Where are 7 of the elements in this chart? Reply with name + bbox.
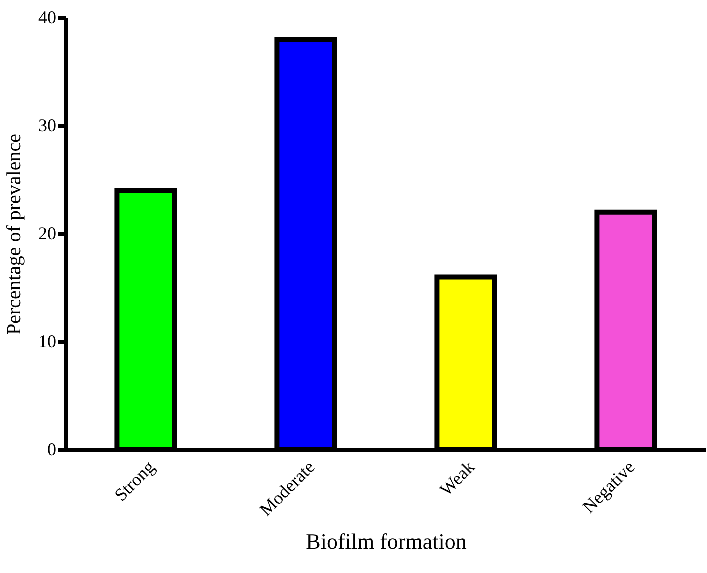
y-tick-label: 10	[38, 332, 56, 352]
y-axis-title: Percentage of prevalence	[4, 134, 26, 335]
y-tick-label: 30	[38, 116, 56, 136]
y-tick-label: 40	[38, 8, 56, 28]
x-axis-title: Biofilm formation	[306, 528, 467, 554]
y-tick-label: 0	[48, 440, 56, 460]
y-tick-label: 20	[38, 224, 56, 244]
